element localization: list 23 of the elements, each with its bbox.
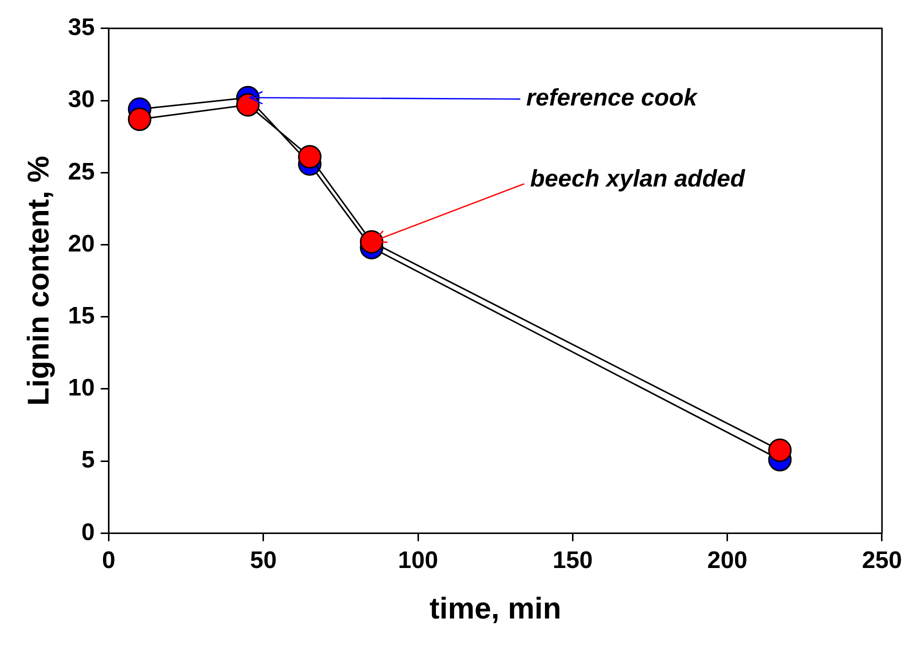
x-tick-label: 50 <box>250 547 277 574</box>
point <box>360 230 384 254</box>
annotation: reference cook <box>526 84 699 112</box>
y-tick-label: 30 <box>68 86 95 114</box>
x-axis-title: time, min <box>429 592 562 626</box>
point <box>128 108 152 132</box>
y-axis-title: Lignin content, % <box>22 156 56 406</box>
annotation: beech xylan added <box>530 165 746 192</box>
x-tick-label: 200 <box>707 547 748 574</box>
y-tick-label: 15 <box>68 302 95 330</box>
y-tick-label: 5 <box>81 446 95 474</box>
x-tick-label: 150 <box>552 547 593 574</box>
point <box>298 145 322 169</box>
y-tick-label: 0 <box>81 518 95 546</box>
x-tick-label: 250 <box>862 547 902 574</box>
y-tick-label: 10 <box>68 374 95 402</box>
x-tick-label: 100 <box>398 547 438 574</box>
x-tick-label: 0 <box>102 547 116 574</box>
y-tick-label: 35 <box>68 14 95 42</box>
point <box>768 438 792 462</box>
point <box>236 93 260 117</box>
y-tick-label: 20 <box>68 230 95 258</box>
y-tick-label: 25 <box>68 158 95 186</box>
